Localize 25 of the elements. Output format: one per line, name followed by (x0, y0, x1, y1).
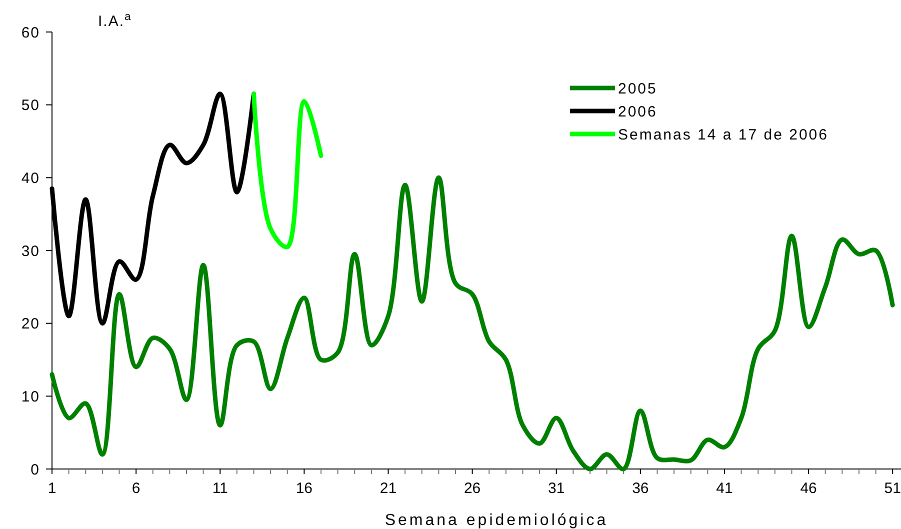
x-tick-label: 1 (48, 480, 56, 497)
x-tick-label: 6 (132, 480, 140, 497)
y-tick-label: 30 (21, 242, 40, 260)
y-axis-title: I.A.$^{a}$ (98, 11, 132, 30)
legend-label: 2005 (618, 80, 658, 98)
y-tick-label: 60 (21, 24, 40, 42)
x-tick-label: 46 (800, 480, 817, 497)
x-tick-label: 36 (632, 480, 649, 497)
y-tick-label: 50 (21, 97, 40, 114)
x-tick-label: 16 (296, 480, 313, 497)
x-axis-title: Semana epidemiológica (384, 512, 608, 529)
x-tick-label: 21 (380, 480, 397, 497)
y-tick-label: 10 (21, 388, 40, 406)
x-tick-label: 41 (716, 480, 733, 497)
y-tick-label: 40 (21, 170, 40, 187)
x-tick-label: 31 (548, 480, 565, 497)
x-tick-label: 26 (464, 480, 481, 497)
y-tick-label: 0 (30, 461, 40, 478)
line-series (50, 175, 895, 472)
x-tick-label: 51 (884, 480, 901, 497)
legend-label: Semanas 14 a 17 de 2006 (618, 126, 828, 144)
legend-label: 2006 (618, 103, 658, 120)
y-tick-label: 20 (21, 316, 40, 333)
x-tick-label: 11 (212, 480, 228, 497)
line-series (251, 92, 324, 250)
